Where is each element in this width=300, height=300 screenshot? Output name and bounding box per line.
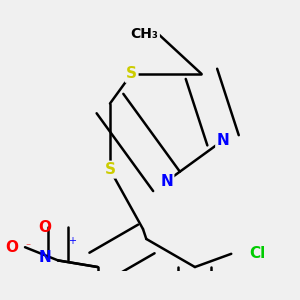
Text: N: N	[217, 133, 230, 148]
Text: +: +	[68, 236, 76, 246]
Text: CH₃: CH₃	[130, 27, 158, 41]
Text: N: N	[160, 174, 173, 189]
Text: N: N	[38, 250, 51, 265]
Text: Cl: Cl	[250, 246, 266, 261]
Text: O: O	[38, 220, 51, 235]
Text: S: S	[126, 66, 137, 81]
Text: O: O	[5, 240, 18, 255]
Text: S: S	[104, 162, 116, 177]
Text: ⁻: ⁻	[25, 242, 30, 252]
